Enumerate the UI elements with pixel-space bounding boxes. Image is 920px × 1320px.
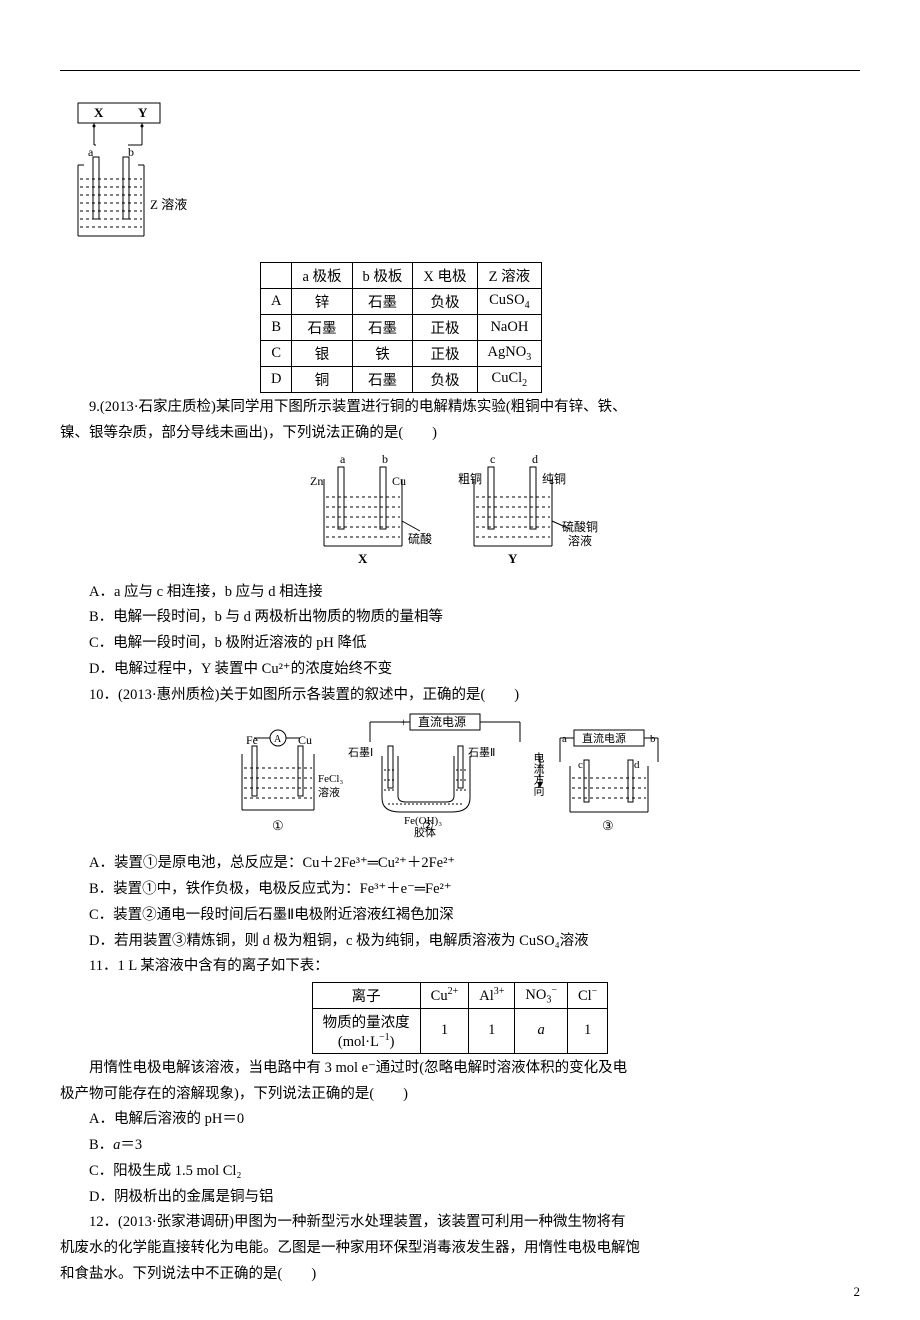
q12-line3: 和食盐水。下列说法中不正确的是( )	[60, 1264, 860, 1286]
q10-opt-d: D．若用装置③精炼铜，则 d 极为粗铜，c 极为纯铜，电解质溶液为 CuSO₄溶…	[60, 931, 860, 953]
q11-opt-b: B．a＝3	[60, 1135, 860, 1157]
q10-opt-c: C．装置②通电一段时间后石墨Ⅱ电极附近溶液红褐色加深	[60, 905, 860, 927]
q10-opt-b: B．装置①中，铁作负极，电极反应式为：Fe³⁺＋e⁻═Fe²⁺	[60, 879, 860, 901]
q11-opt-d: D．阴极析出的金属是铜与铝	[60, 1187, 860, 1209]
q12-line1: 12．(2013·张家港调研)甲图为一种新型污水处理装置，该装置可利用一种微生物…	[60, 1212, 860, 1234]
diagram-electrolysis-cell: X Y a b Z 溶液	[70, 101, 200, 251]
diagram-three-devices: 直流电源 +− Fe A Cu FeCl₃溶液 ① 石墨Ⅰ石墨Ⅱ Fe(OH)₃…	[240, 712, 680, 842]
svg-text:硫酸铜: 硫酸铜	[562, 519, 598, 534]
q9-opt-c: C．电解一段时间，b 极附近溶液的 pH 降低	[60, 633, 860, 655]
svg-text:Y: Y	[508, 551, 518, 566]
q10-stem: 10．(2013·惠州质检)关于如图所示各装置的叙述中，正确的是( )	[60, 685, 860, 707]
terminal-x-label: X	[94, 105, 104, 120]
svg-text:X: X	[358, 551, 368, 566]
table-row: 离子 Cu2+ Al3+ NO3− Cl−	[312, 983, 608, 1009]
table-cell: Z 溶液	[477, 263, 542, 289]
q11-mid2: 极产物可能存在的溶解现象)，下列说法正确的是( )	[60, 1084, 860, 1106]
table-cell: a 极板	[292, 263, 352, 289]
svg-text:d: d	[532, 452, 538, 466]
table-row: D 铜 石墨 负极 CuCl2	[261, 367, 542, 393]
table-q8: a 极板 b 极板 X 电极 Z 溶液 A 锌 石墨 负极 CuSO4 B 石墨…	[260, 262, 542, 393]
q11-opt-c: C．阳极生成 1.5 mol Cl₂	[60, 1161, 860, 1183]
svg-text:电流方向: 电流方向	[532, 752, 545, 796]
figure-q10: 直流电源 +− Fe A Cu FeCl₃溶液 ① 石墨Ⅰ石墨Ⅱ Fe(OH)₃…	[60, 712, 860, 847]
svg-text:Fe: Fe	[246, 733, 258, 747]
table-row: 物质的量浓度(mol·L−1) 1 1 a 1	[312, 1009, 608, 1054]
svg-text:a: a	[340, 452, 346, 466]
svg-text:b: b	[650, 733, 656, 745]
svg-text:①: ①	[272, 818, 284, 833]
table-row: A 锌 石墨 负极 CuSO4	[261, 289, 542, 315]
q9-opt-a: A．a 应与 c 相连接，b 应与 d 相连接	[60, 582, 860, 604]
svg-text:直流电源: 直流电源	[418, 715, 466, 729]
svg-text:Cu: Cu	[392, 474, 406, 488]
svg-text:②: ②	[422, 818, 434, 833]
svg-text:直流电源: 直流电源	[582, 731, 626, 745]
svg-text:d: d	[634, 759, 640, 771]
svg-text:溶液: 溶液	[318, 785, 340, 799]
diagram-copper-refining: a b Zn Cu 硫酸 X c d 粗铜 纯铜 硫酸铜 溶液 Y	[290, 451, 630, 571]
svg-text:b: b	[382, 452, 388, 466]
table-q11: 离子 Cu2+ Al3+ NO3− Cl− 物质的量浓度(mol·L−1) 1 …	[312, 982, 609, 1054]
q11-stem: 11．1 L 某溶液中含有的离子如下表：	[60, 956, 860, 978]
svg-text:③: ③	[602, 818, 614, 833]
q11-opt-a: A．电解后溶液的 pH＝0	[60, 1109, 860, 1131]
svg-text:a: a	[562, 733, 567, 745]
table-cell: b 极板	[352, 263, 413, 289]
figure-q8: X Y a b Z 溶液	[70, 101, 860, 256]
rule-top	[60, 70, 860, 71]
solution-z-label: Z 溶液	[150, 197, 187, 212]
q10-opt-a: A．装置①是原电池，总反应是：Cu＋2Fe³⁺═Cu²⁺＋2Fe²⁺	[60, 853, 860, 875]
svg-text:Zn: Zn	[310, 474, 323, 488]
svg-text:石墨Ⅱ: 石墨Ⅱ	[468, 746, 495, 759]
svg-text:纯铜: 纯铜	[542, 471, 566, 486]
table-cell: X 电极	[413, 263, 477, 289]
svg-text:石墨Ⅰ: 石墨Ⅰ	[348, 746, 373, 759]
q9-opt-b: B．电解一段时间，b 与 d 两极析出物质的物质的量相等	[60, 607, 860, 629]
svg-text:粗铜: 粗铜	[458, 471, 482, 486]
figure-q9: a b Zn Cu 硫酸 X c d 粗铜 纯铜 硫酸铜 溶液 Y	[60, 451, 860, 576]
terminal-y-label: Y	[138, 105, 148, 120]
table-row: C 银 铁 正极 AgNO3	[261, 341, 542, 367]
svg-text:c: c	[490, 452, 495, 466]
q9-stem: 9.(2013·石家庄质检)某同学用下图所示装置进行铜的电解精炼实验(粗铜中有锌…	[60, 397, 860, 419]
svg-text:Cu: Cu	[298, 733, 312, 747]
page-number: 2	[854, 1284, 861, 1300]
table-cell	[261, 263, 292, 289]
svg-text:c: c	[578, 759, 583, 771]
page: X Y a b Z 溶液 a 极板 b 极板 X 电极 Z 溶液 A 锌 石墨 …	[0, 0, 920, 1320]
svg-text:硫酸: 硫酸	[408, 531, 432, 546]
svg-text:溶液: 溶液	[568, 533, 592, 548]
q11-mid1: 用惰性电极电解该溶液，当电路中有 3 mol e⁻通过时(忽略电解时溶液体积的变…	[60, 1058, 860, 1080]
q9-opt-d: D．电解过程中，Y 装置中 Cu²⁺的浓度始终不变	[60, 659, 860, 681]
q9-stem-cont: 镍、银等杂质，部分导线未画出)，下列说法正确的是( )	[60, 423, 860, 445]
svg-text:FeCl₃: FeCl₃	[318, 773, 343, 785]
table-row: B 石墨 石墨 正极 NaOH	[261, 315, 542, 341]
q12-line2: 机废水的化学能直接转化为电能。乙图是一种家用环保型消毒液发生器，用惰性电极电解饱	[60, 1238, 860, 1260]
svg-text:A: A	[274, 734, 282, 745]
table-row: a 极板 b 极板 X 电极 Z 溶液	[261, 263, 542, 289]
